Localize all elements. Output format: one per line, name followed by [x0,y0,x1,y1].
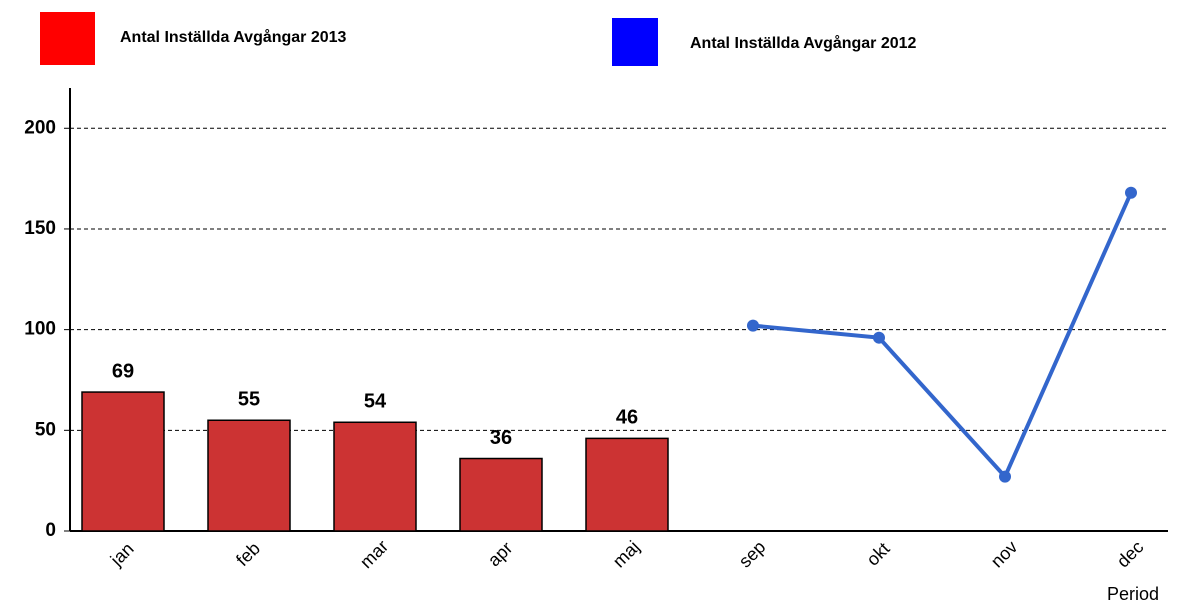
x-tick-label: maj [609,537,644,572]
bar [333,421,417,532]
legend-swatch [612,18,658,66]
value-label: 54 [364,391,387,413]
value-label: 69 [112,360,134,382]
x-tick-label: okt [863,539,894,570]
value-label: 46 [616,407,638,429]
bar [81,391,165,532]
bar [207,419,291,532]
bar [585,437,669,532]
point [999,470,1011,483]
x-tick-label: feb [232,538,264,570]
point [1125,186,1137,199]
y-tick-label: 150 [24,218,56,239]
x-tick-label: mar [356,536,392,572]
y-tick-label: 50 [35,419,56,440]
y-tick-label: 0 [45,520,56,541]
bar [459,457,543,532]
legend-label: Antal Inställda Avgångar 2012 [690,34,917,52]
x-tick-label: sep [735,537,770,572]
y-tick-label: 100 [24,319,56,340]
line [752,191,1133,481]
legend-swatch [40,12,95,65]
x-axis-title: Period [1107,584,1159,604]
x-tick-label: jan [106,539,138,571]
point [747,319,759,332]
legend-label: Antal Inställda Avgångar 2013 [120,28,347,46]
x-tick-label: nov [987,537,1022,572]
x-tick-label: apr [484,538,517,571]
point [873,331,885,344]
y-tick-label: 200 [24,117,56,138]
value-label: 36 [490,427,512,449]
value-label: 55 [238,389,260,411]
x-tick-label: dec [1113,537,1148,572]
